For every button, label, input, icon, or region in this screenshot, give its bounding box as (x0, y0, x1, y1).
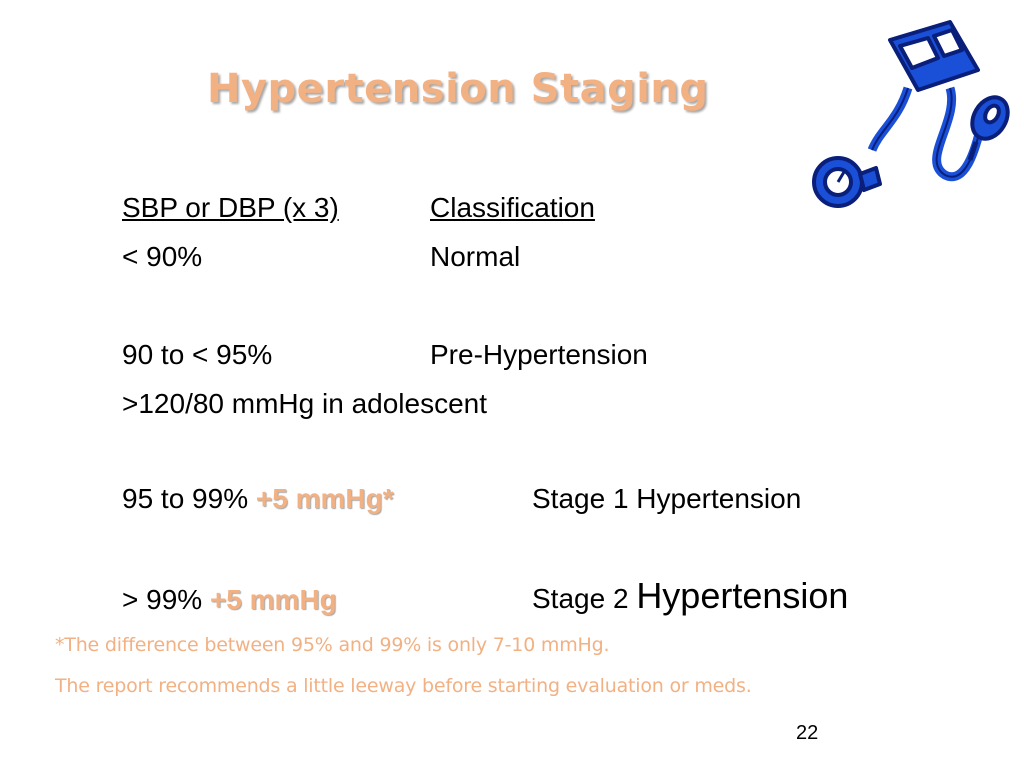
row-prehtn-range: 90 to < 95% (122, 339, 273, 370)
page-number: 22 (796, 722, 819, 744)
row-prehtn-note: >120/80 mmHg in adolescent (122, 388, 487, 419)
row-stage2-class-prefix: Stage 2 (532, 583, 637, 614)
row-stage1-range-line: 95 to 99% +5 mmHg* (122, 483, 394, 515)
row-normal-range: < 90% (122, 241, 203, 272)
row-stage2-bonus: +5 mmHg (209, 584, 337, 615)
footnote-difference: *The difference between 95% and 99% is o… (55, 634, 610, 656)
header-col-measurement: SBP or DBP (x 3) (122, 192, 339, 223)
header-col-classification: Classification (430, 192, 595, 223)
row-prehtn-class: Pre-Hypertension (430, 339, 648, 370)
row-stage2-range-line: > 99% +5 mmHg (122, 584, 337, 616)
row-normal-class: Normal (430, 241, 521, 272)
row-stage2-range: > 99% (122, 584, 210, 615)
row-stage2-class-big: Hypertension (636, 575, 849, 616)
footnote-leeway: The report recommends a little leeway be… (55, 675, 752, 697)
row-stage2-class-line: Stage 2 Hypertension (532, 578, 848, 615)
slide-title: Hypertension Staging (207, 66, 709, 112)
row-stage1-class: Stage 1 Hypertension (532, 483, 802, 514)
blood-pressure-cuff-icon (812, 20, 1010, 208)
row-stage1-bonus: +5 mmHg* (255, 483, 394, 514)
row-stage1-range: 95 to 99% (122, 483, 256, 514)
